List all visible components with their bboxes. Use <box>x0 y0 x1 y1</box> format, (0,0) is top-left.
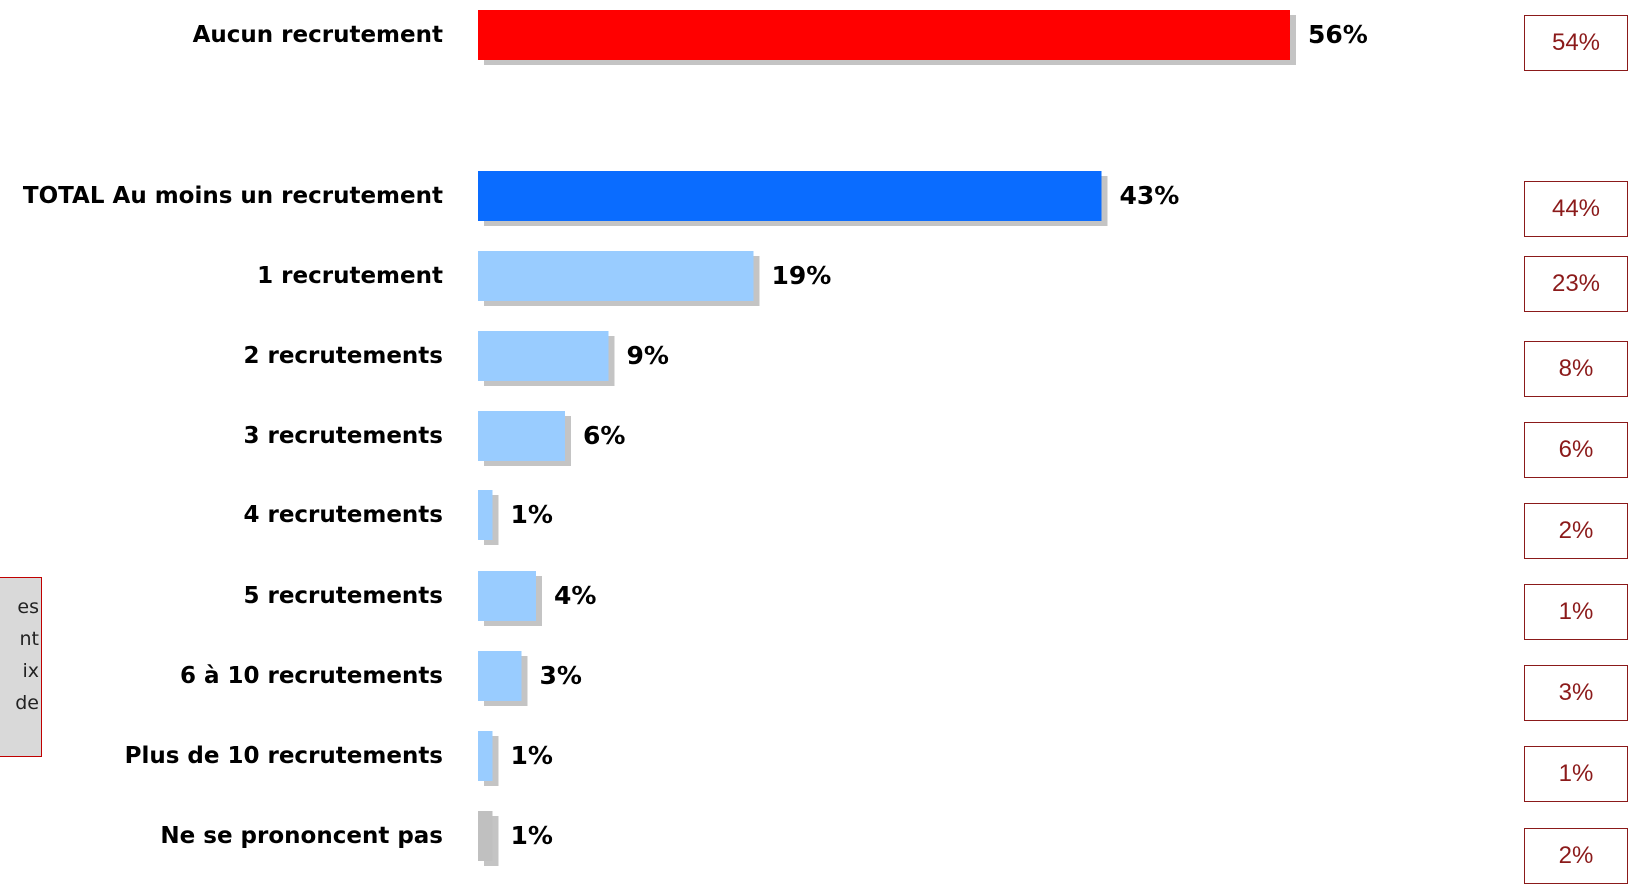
value-label: 1% <box>511 501 553 529</box>
comparison-value-box: 6% <box>1524 422 1628 478</box>
bar <box>478 331 609 381</box>
comparison-value-box: 54% <box>1524 15 1628 71</box>
comparison-value-box: 2% <box>1524 503 1628 559</box>
value-label: 43% <box>1120 182 1180 210</box>
value-label: 6% <box>583 422 625 450</box>
value-label: 19% <box>772 262 832 290</box>
category-label: TOTAL Au moins un recrutement <box>0 182 443 210</box>
category-label: 4 recrutements <box>0 501 443 529</box>
value-label: 1% <box>511 742 553 770</box>
note-box: es nt ix de <box>0 577 42 757</box>
bar <box>478 811 493 861</box>
category-label: 3 recrutements <box>0 422 443 450</box>
bar <box>478 571 536 621</box>
note-line: de <box>15 692 39 714</box>
bar <box>478 651 522 701</box>
note-line: es <box>17 596 39 618</box>
category-label: 1 recrutement <box>0 262 443 290</box>
category-label: Aucun recrutement <box>0 21 443 49</box>
category-label: 5 recrutements <box>0 582 443 610</box>
value-label: 1% <box>511 822 553 850</box>
bar <box>478 490 493 540</box>
comparison-value-box: 8% <box>1524 341 1628 397</box>
comparison-value-box: 1% <box>1524 584 1628 640</box>
comparison-value-box: 1% <box>1524 746 1628 802</box>
comparison-value-box: 44% <box>1524 181 1628 237</box>
note-line: ix <box>22 660 39 682</box>
value-label: 56% <box>1308 21 1368 49</box>
category-label: Plus de 10 recrutements <box>0 742 443 770</box>
value-label: 3% <box>540 662 582 690</box>
category-label: Ne se prononcent pas <box>0 822 443 850</box>
category-label: 6 à 10 recrutements <box>0 662 443 690</box>
comparison-value-box: 3% <box>1524 665 1628 721</box>
bar <box>478 251 754 301</box>
note-line: nt <box>20 628 40 650</box>
bar <box>478 171 1102 221</box>
value-label: 9% <box>627 342 669 370</box>
category-label: 2 recrutements <box>0 342 443 370</box>
comparison-value-box: 2% <box>1524 828 1628 884</box>
value-label: 4% <box>554 582 596 610</box>
bar <box>478 731 493 781</box>
comparison-value-box: 23% <box>1524 256 1628 312</box>
bar <box>478 411 565 461</box>
bar <box>478 10 1290 60</box>
